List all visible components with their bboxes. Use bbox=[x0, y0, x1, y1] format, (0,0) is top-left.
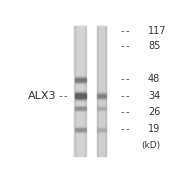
Text: --: -- bbox=[120, 41, 131, 51]
Bar bbox=[97, 131, 106, 132]
Text: --: -- bbox=[57, 91, 69, 101]
Bar bbox=[75, 111, 86, 112]
Text: --: -- bbox=[120, 91, 131, 101]
Bar bbox=[75, 133, 86, 134]
Bar bbox=[75, 102, 86, 103]
Bar bbox=[97, 92, 106, 93]
Bar bbox=[75, 112, 86, 113]
Bar bbox=[75, 128, 86, 129]
Bar bbox=[77, 26, 83, 156]
Bar bbox=[97, 129, 106, 130]
Bar bbox=[97, 101, 106, 102]
Bar bbox=[75, 75, 86, 76]
Bar bbox=[97, 99, 106, 100]
Bar bbox=[75, 129, 86, 130]
Bar bbox=[75, 101, 86, 102]
Bar bbox=[75, 94, 86, 95]
Text: --: -- bbox=[120, 124, 131, 134]
Text: 85: 85 bbox=[148, 41, 160, 51]
Bar bbox=[75, 80, 86, 81]
Bar bbox=[75, 92, 86, 93]
Text: 19: 19 bbox=[148, 124, 160, 134]
Bar bbox=[97, 100, 106, 101]
Bar bbox=[97, 26, 106, 156]
Text: ALX3: ALX3 bbox=[28, 91, 56, 101]
Bar bbox=[75, 91, 86, 92]
Bar bbox=[75, 104, 86, 105]
Bar bbox=[75, 79, 86, 80]
Bar bbox=[97, 91, 106, 92]
Bar bbox=[75, 74, 86, 75]
Text: (kD): (kD) bbox=[141, 141, 160, 150]
Bar bbox=[75, 107, 86, 108]
Bar bbox=[75, 110, 86, 111]
Bar bbox=[75, 81, 86, 82]
Bar bbox=[75, 82, 86, 83]
Bar bbox=[75, 89, 86, 90]
Bar bbox=[75, 95, 86, 96]
Bar bbox=[99, 26, 104, 156]
Text: 26: 26 bbox=[148, 107, 160, 117]
Bar bbox=[75, 88, 86, 89]
Text: --: -- bbox=[120, 74, 131, 84]
Bar bbox=[97, 90, 106, 91]
Bar bbox=[75, 78, 86, 79]
Bar bbox=[75, 96, 86, 97]
Bar bbox=[75, 131, 86, 132]
Bar bbox=[75, 100, 86, 101]
Text: 34: 34 bbox=[148, 91, 160, 101]
Bar bbox=[75, 127, 86, 128]
Bar bbox=[75, 93, 86, 94]
Bar bbox=[75, 130, 86, 131]
Text: 48: 48 bbox=[148, 74, 160, 84]
Bar bbox=[75, 125, 86, 126]
Bar bbox=[97, 98, 106, 99]
Bar bbox=[97, 128, 106, 129]
Bar bbox=[75, 77, 86, 78]
Bar bbox=[75, 76, 86, 77]
Bar bbox=[75, 98, 86, 99]
Bar bbox=[97, 130, 106, 131]
Bar bbox=[97, 127, 106, 128]
Bar bbox=[97, 133, 106, 134]
Bar bbox=[75, 97, 86, 98]
Bar bbox=[97, 97, 106, 98]
Bar bbox=[97, 132, 106, 133]
Bar bbox=[75, 106, 86, 107]
Bar bbox=[97, 93, 106, 94]
Bar bbox=[75, 90, 86, 91]
Bar bbox=[97, 94, 106, 95]
Bar bbox=[97, 95, 106, 96]
Bar bbox=[75, 132, 86, 133]
Bar bbox=[75, 109, 86, 110]
Bar bbox=[97, 96, 106, 97]
Text: --: -- bbox=[120, 107, 131, 117]
Bar bbox=[75, 105, 86, 106]
Bar bbox=[97, 126, 106, 127]
Bar bbox=[75, 84, 86, 85]
Bar bbox=[75, 26, 86, 156]
Text: --: -- bbox=[120, 26, 131, 36]
Bar bbox=[75, 108, 86, 109]
Bar bbox=[75, 83, 86, 84]
Text: 117: 117 bbox=[148, 26, 166, 36]
Bar bbox=[75, 126, 86, 127]
Bar bbox=[75, 99, 86, 100]
Bar bbox=[75, 85, 86, 86]
Bar bbox=[75, 134, 86, 135]
